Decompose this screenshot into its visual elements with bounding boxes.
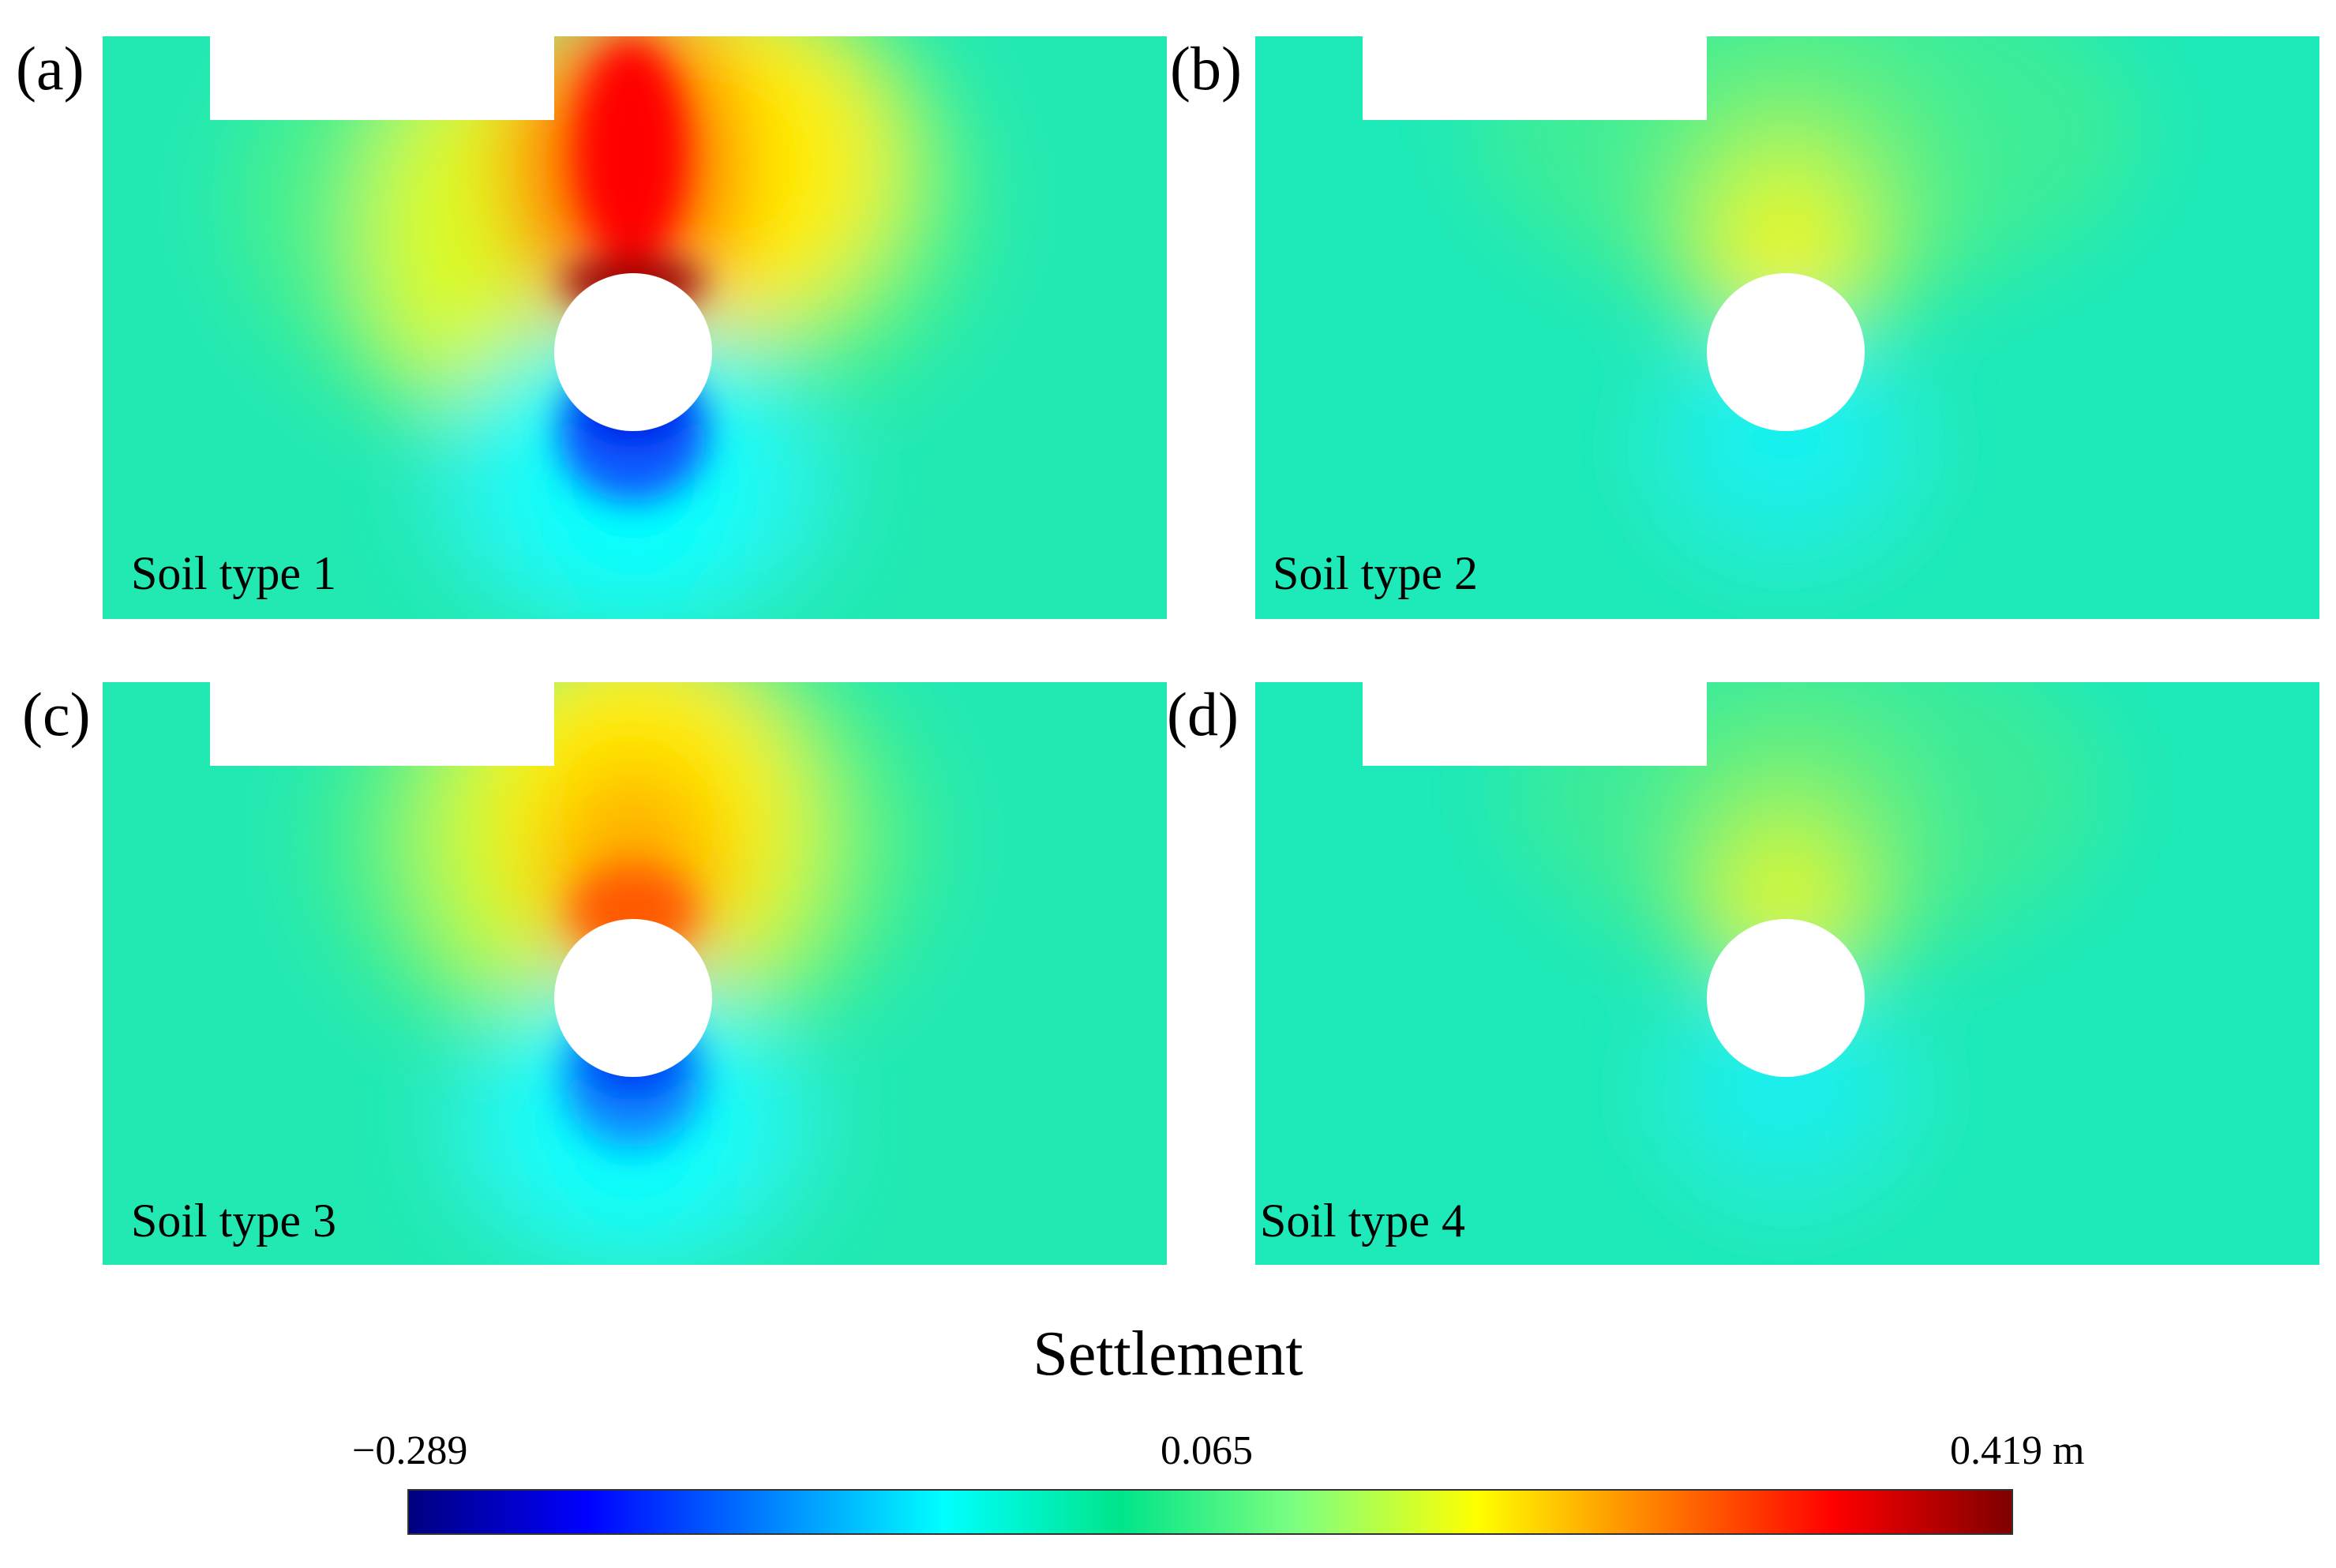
settlement-colorbar: [407, 1489, 2013, 1535]
settlement-contour-b: [1255, 36, 2319, 619]
settlement-contour-a: [103, 36, 1167, 619]
colorbar-min-label: −0.289: [352, 1428, 468, 1473]
soil-type-label-d: Soil type 4: [1260, 1195, 1466, 1247]
panel-label-c: (c): [22, 680, 91, 748]
soil-type-label-a: Soil type 1: [131, 547, 337, 599]
colorbar-mid-label: 0.065: [1161, 1428, 1253, 1473]
soil-type-label-c: Soil type 3: [131, 1195, 337, 1247]
panel-label-a: (a): [16, 34, 84, 103]
colorbar-max-label: 0.419 m: [1950, 1428, 2085, 1473]
settlement-contour-d: [1255, 682, 2319, 1265]
settlement-contour-c: [103, 682, 1167, 1265]
panel-label-b: (b): [1170, 34, 1242, 103]
soil-type-label-b: Soil type 2: [1273, 547, 1479, 599]
panel-label-d: (d): [1167, 680, 1239, 748]
colorbar-title: Settlement: [1033, 1319, 1303, 1389]
